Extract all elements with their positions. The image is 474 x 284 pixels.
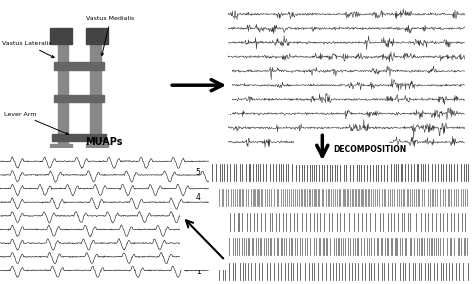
Bar: [54, 95, 104, 102]
Bar: [58, 31, 68, 148]
Bar: [86, 28, 108, 44]
Text: Vastus Lateralis: Vastus Lateralis: [2, 41, 54, 58]
Text: 3: 3: [196, 218, 201, 227]
Text: 2: 2: [196, 242, 201, 251]
Bar: [50, 28, 72, 44]
Bar: [50, 144, 72, 153]
Text: Lever Arm: Lever Arm: [4, 112, 68, 135]
Text: 4: 4: [196, 193, 201, 202]
Bar: [90, 31, 101, 148]
Bar: [54, 62, 104, 70]
Text: Vastus Medialis: Vastus Medialis: [86, 16, 135, 56]
Text: 5: 5: [196, 168, 201, 177]
Bar: [86, 144, 108, 153]
Title: MUAPs: MUAPs: [85, 137, 123, 147]
Text: DECOMPOSITION: DECOMPOSITION: [334, 145, 407, 154]
Bar: [52, 134, 106, 141]
Text: 1: 1: [196, 267, 201, 276]
